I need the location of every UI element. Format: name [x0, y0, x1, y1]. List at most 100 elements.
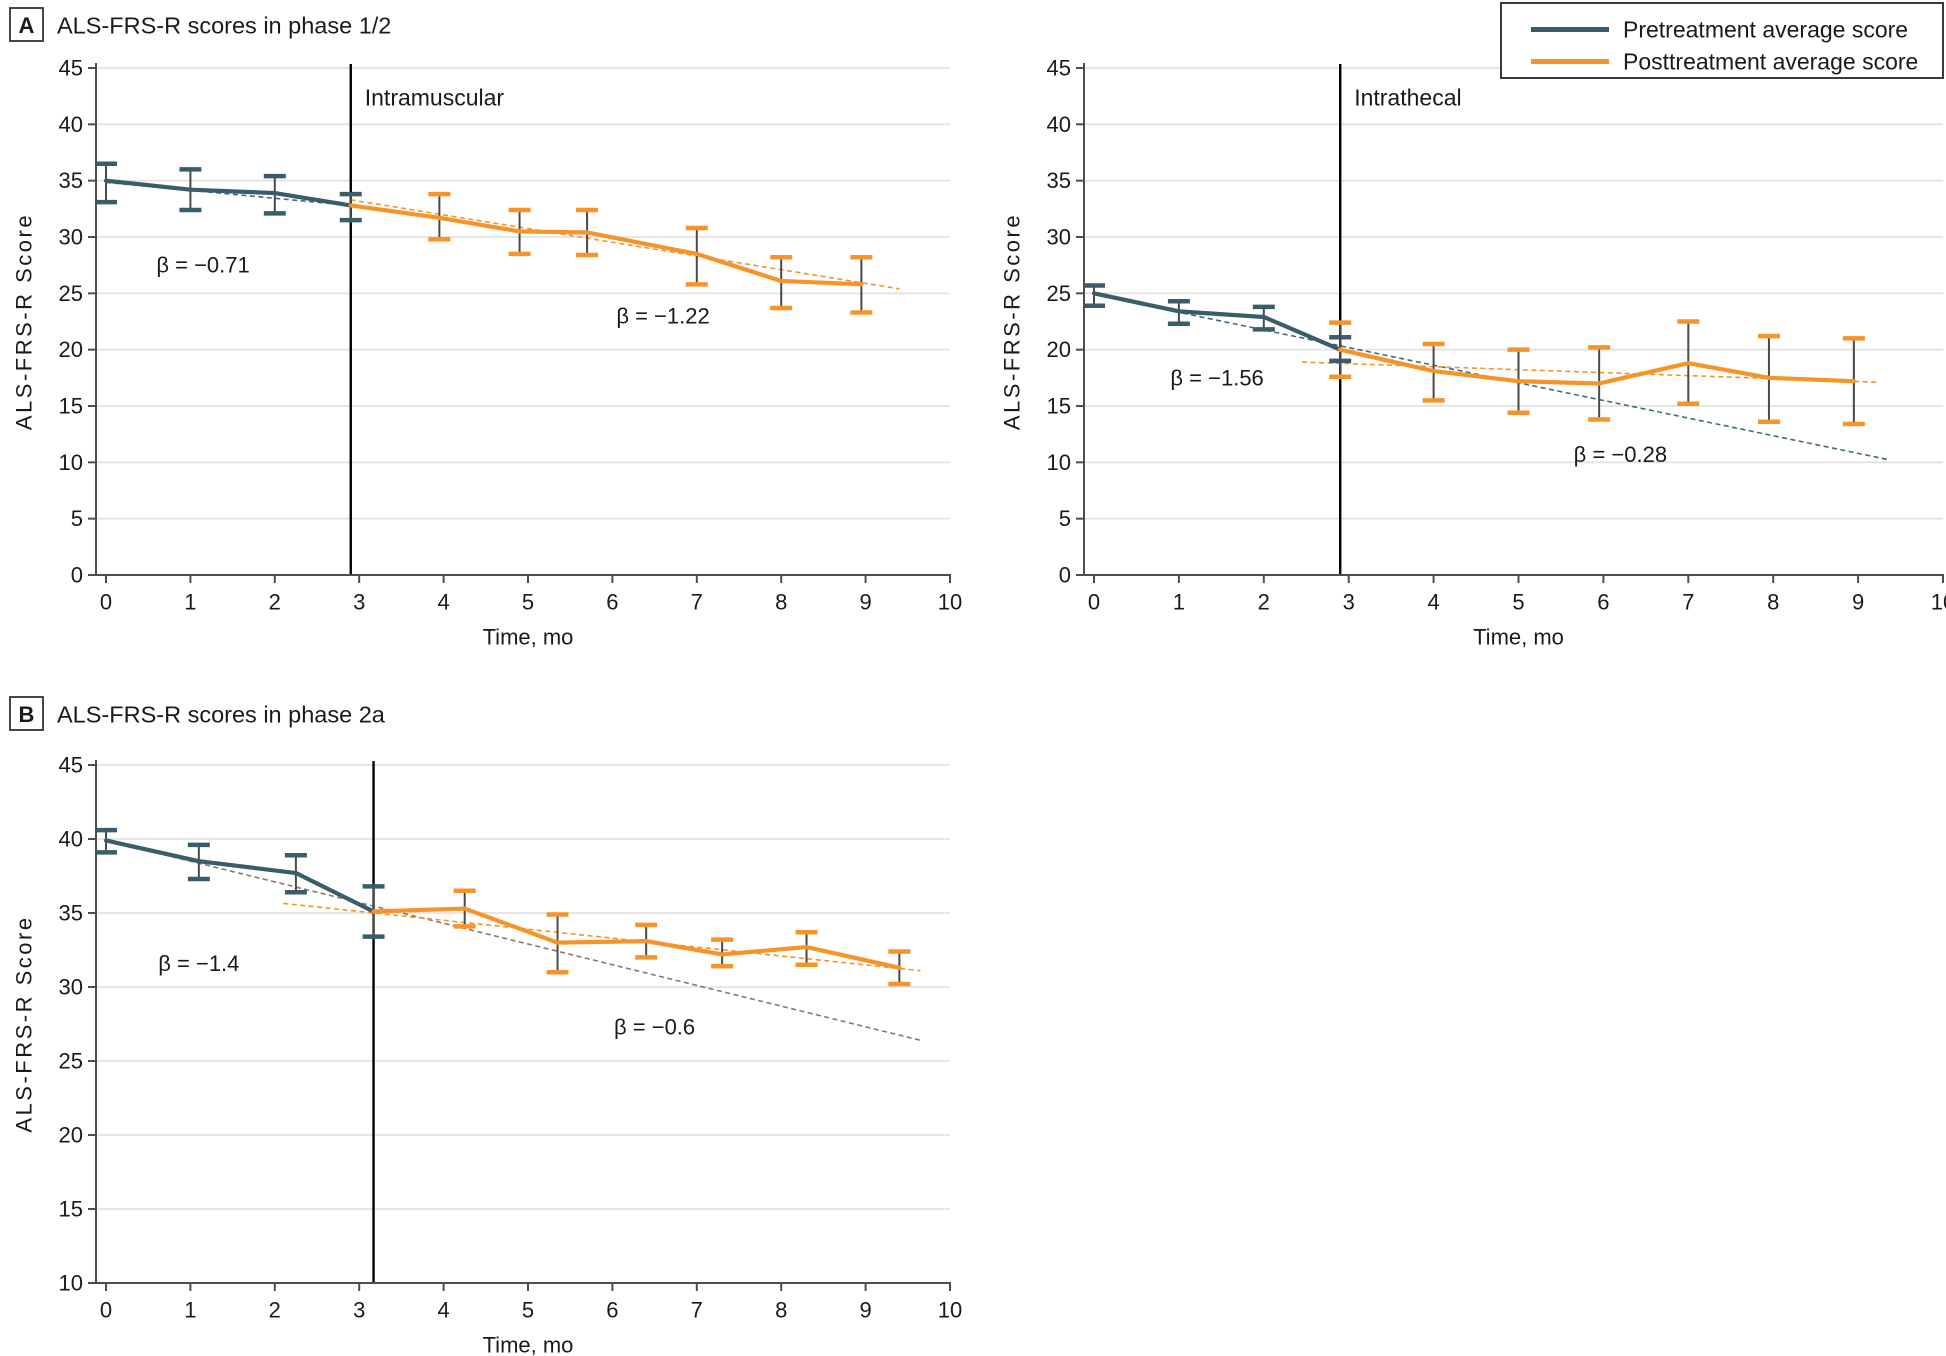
y-tick-label: 30 [1047, 225, 1071, 250]
panel-b-header: B ALS-FRS-R scores in phase 2a [9, 696, 386, 731]
y-tick-label: 5 [71, 506, 83, 531]
panel-b-label: B [19, 702, 35, 727]
x-tick-label: 3 [1343, 590, 1355, 615]
chart-1-text: ALS-FRS-R Score Time, mo Intrathecal β =… [1000, 84, 1668, 649]
x-tick-label: 9 [1852, 590, 1864, 615]
x-axis-title: Time, mo [483, 1333, 574, 1356]
panel-a-title: ALS-FRS-R scores in phase 1/2 [57, 13, 391, 39]
series-line [1338, 347, 1856, 386]
x-axis-title: Time, mo [483, 625, 574, 650]
beta-label-posttreatment: β = −1.22 [616, 303, 709, 328]
x-tick-label: 9 [859, 1298, 871, 1323]
panel-a-label: A [19, 13, 35, 38]
y-tick-label: 35 [59, 901, 83, 926]
treatment-annotation: Intrathecal [1354, 84, 1461, 110]
x-tick-label: 4 [437, 590, 449, 615]
beta-label-pretreatment: β = −1.56 [1170, 365, 1263, 390]
y-tick-label: 30 [59, 225, 83, 250]
trend-line [1166, 308, 1888, 461]
panel-b-label-box [9, 696, 44, 731]
series-line [348, 203, 864, 287]
treatment-annotation: Intramuscular [365, 84, 505, 110]
x-tick-label: 5 [522, 1298, 534, 1323]
chart-0-text: ALS-FRS-R Score Time, mo Intramuscular β… [12, 84, 710, 649]
beta-label-pretreatment: β = −0.71 [156, 253, 249, 278]
x-tick-label: 2 [1258, 590, 1270, 615]
y-tick-label: 25 [1047, 281, 1071, 306]
x-tick-label: 0 [100, 1298, 112, 1323]
panel-a-header: A ALS-FRS-R scores in phase 1/2 [9, 7, 391, 42]
y-tick-label: 15 [1047, 394, 1071, 419]
x-tick-label: 4 [1427, 590, 1439, 615]
y-tick-label: 35 [59, 168, 83, 193]
y-tick-label: 0 [1059, 563, 1071, 588]
x-tick-label: 0 [100, 590, 112, 615]
trend-line [1301, 361, 1880, 384]
x-tick-label: 6 [606, 1298, 618, 1323]
beta-label-pretreatment: β = −1.4 [158, 951, 239, 976]
x-tick-label: 10 [938, 1298, 962, 1323]
x-tick-label: 10 [938, 590, 962, 615]
x-tick-label: 0 [1088, 590, 1100, 615]
x-tick-label: 6 [606, 590, 618, 615]
series-line [371, 906, 902, 970]
x-tick-label: 8 [775, 590, 787, 615]
legend: Pretreatment average score Posttreatment… [1500, 2, 1944, 79]
x-tick-label: 6 [1597, 590, 1609, 615]
x-tick-label: 7 [691, 1298, 703, 1323]
y-tick-label: 15 [59, 1197, 83, 1222]
y-axis-title: ALS-FRS-R Score [12, 213, 37, 430]
y-tick-label: 10 [59, 450, 83, 475]
beta-label-posttreatment: β = −0.28 [1574, 442, 1667, 467]
x-tick-label: 7 [691, 590, 703, 615]
y-axis-title: ALS-FRS-R Score [1000, 213, 1025, 430]
series-line [1091, 291, 1343, 352]
x-axis-title: Time, mo [1473, 625, 1564, 650]
chart-2-text: ALS-FRS-R Score Time, mo β = −1.4 β = −0… [12, 915, 696, 1356]
x-tick-label: 2 [269, 590, 281, 615]
y-tick-label: 10 [59, 1271, 83, 1296]
y-tick-label: 20 [1047, 337, 1071, 362]
y-tick-label: 20 [59, 337, 83, 362]
y-tick-label: 20 [59, 1123, 83, 1148]
trend-line [105, 181, 351, 207]
x-tick-label: 7 [1682, 590, 1694, 615]
x-tick-label: 2 [269, 1298, 281, 1323]
y-tick-label: 40 [1047, 112, 1071, 137]
x-tick-label: 1 [1173, 590, 1185, 615]
x-tick-label: 5 [1512, 590, 1524, 615]
x-tick-label: 9 [859, 590, 871, 615]
y-tick-label: 25 [59, 281, 83, 306]
y-tick-label: 45 [1047, 56, 1071, 81]
x-tick-label: 10 [1931, 590, 1946, 615]
y-tick-label: 45 [59, 753, 83, 778]
y-axis-title: ALS-FRS-R Score [12, 915, 37, 1132]
series-line [103, 838, 376, 914]
x-tick-label: 3 [353, 1298, 365, 1323]
x-tick-label: 8 [1767, 590, 1779, 615]
y-tick-label: 25 [59, 1049, 83, 1074]
y-tick-label: 40 [59, 112, 83, 137]
x-tick-label: 1 [184, 590, 196, 615]
y-tick-label: 40 [59, 827, 83, 852]
trend-line [350, 199, 900, 290]
legend-label-posttreatment: Posttreatment average score [1623, 49, 1918, 75]
x-tick-label: 3 [353, 590, 365, 615]
x-tick-label: 8 [775, 1298, 787, 1323]
legend-label-pretreatment: Pretreatment average score [1623, 17, 1908, 43]
series-line [103, 178, 353, 208]
legend-box [1500, 2, 1944, 79]
x-tick-label: 5 [522, 590, 534, 615]
y-tick-label: 0 [71, 563, 83, 588]
panel-b-title: ALS-FRS-R scores in phase 2a [57, 702, 386, 728]
y-tick-label: 15 [59, 394, 83, 419]
trend-line [105, 839, 921, 1042]
y-tick-label: 10 [1047, 450, 1071, 475]
x-tick-label: 4 [437, 1298, 449, 1323]
